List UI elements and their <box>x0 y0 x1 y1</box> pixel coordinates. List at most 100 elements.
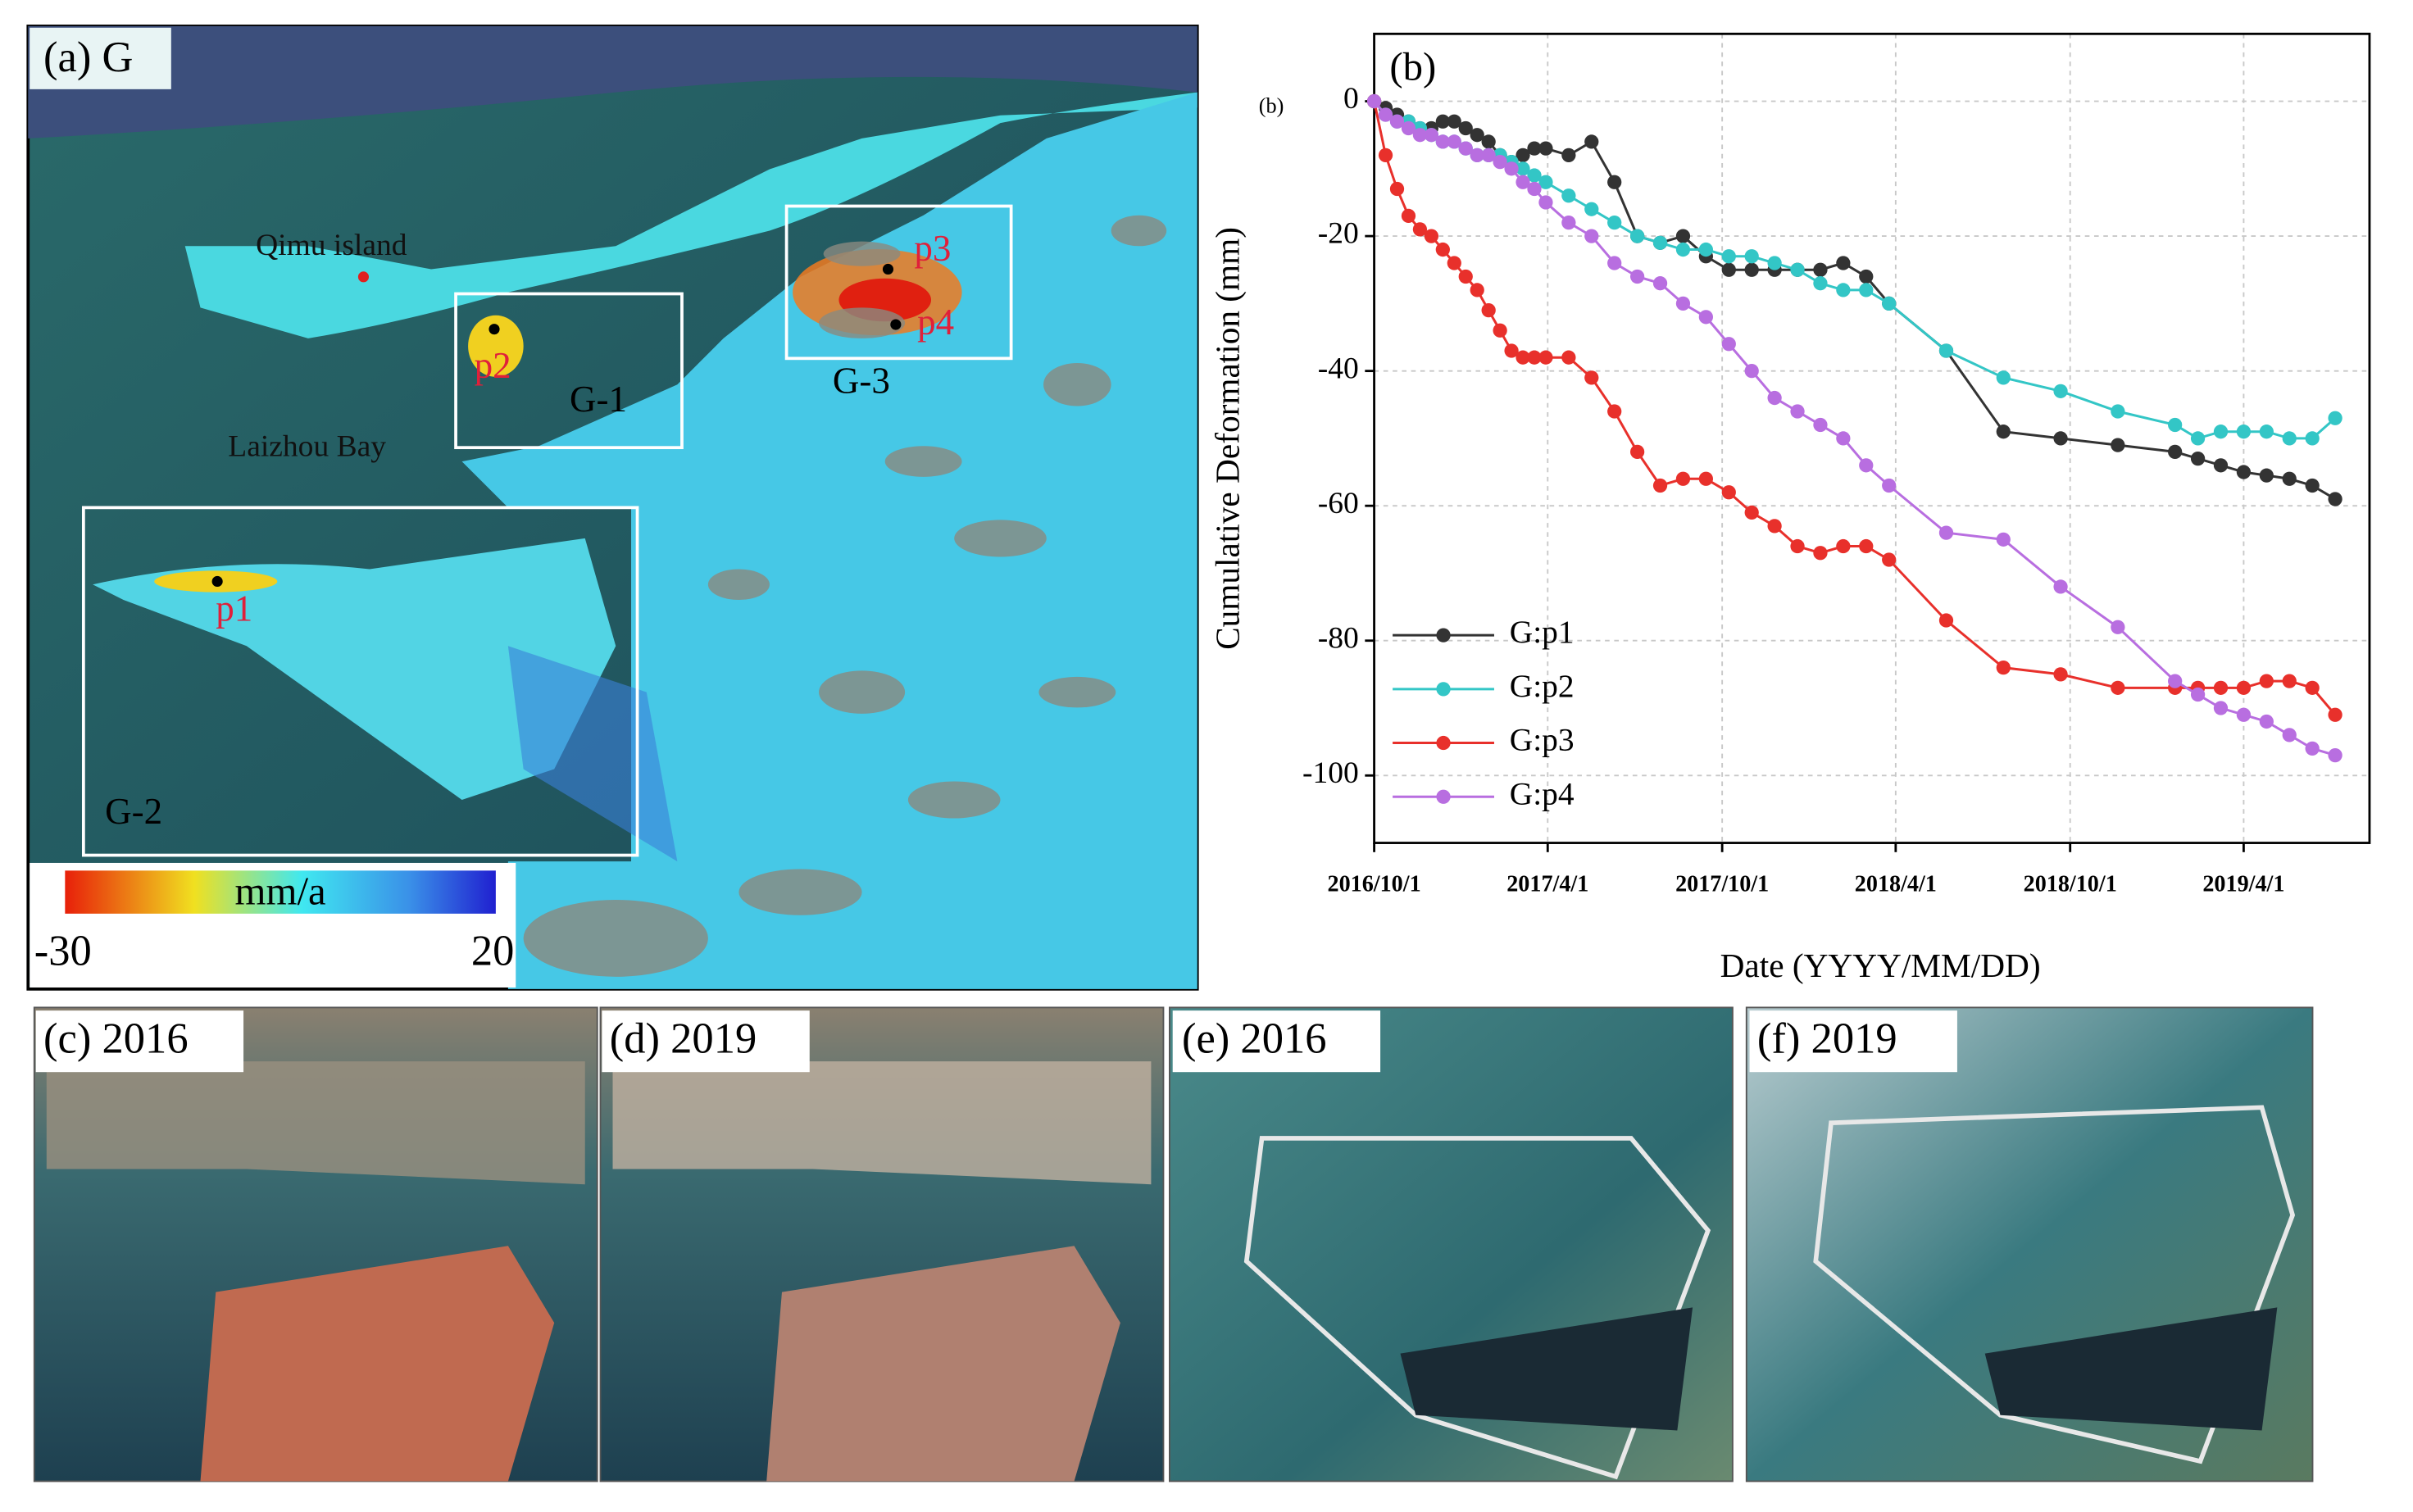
panel-label: (f) 2019 <box>1757 1015 1897 1063</box>
data-point <box>1629 229 1645 243</box>
data-point <box>1882 478 1897 493</box>
data-point <box>1607 404 1622 419</box>
data-point <box>1527 141 1542 156</box>
y-tick-label: -100 <box>1302 756 1359 790</box>
data-point <box>1584 370 1599 385</box>
data-point <box>1859 458 1874 473</box>
data-point <box>2053 667 2068 682</box>
data-point <box>1389 114 1405 129</box>
data-point <box>1607 256 1622 270</box>
data-point <box>2168 417 2183 433</box>
data-point <box>1836 431 1851 446</box>
x-axis-label: Date (YYYY/MM/DD) <box>1720 947 2041 985</box>
data-point <box>1435 114 1450 129</box>
data-point <box>1859 283 1874 297</box>
colorbar <box>65 870 496 914</box>
data-point <box>1584 134 1599 149</box>
x-tick-label: 2019/4/1 <box>2202 872 2284 897</box>
y-tick-label: -80 <box>1318 621 1359 655</box>
data-point <box>1412 128 1428 143</box>
data-point <box>1652 478 1668 493</box>
data-point <box>2236 707 2252 722</box>
colorbar-min: -30 <box>34 928 92 975</box>
y-tick-label: -60 <box>1318 487 1359 520</box>
data-point <box>1366 93 1382 109</box>
data-point <box>1516 175 1530 189</box>
data-point <box>1389 181 1405 197</box>
point-label: p2 <box>475 345 511 386</box>
data-point <box>2190 431 2206 446</box>
data-point <box>1412 222 1428 237</box>
data-point <box>2213 425 2229 439</box>
legend-label: G:p3 <box>1510 722 1575 758</box>
x-tick-label: 2018/4/1 <box>1855 872 1937 897</box>
photo-feature <box>1813 1105 2296 1464</box>
place-label: Qimu island <box>256 229 407 262</box>
data-point <box>1836 538 1851 554</box>
data-point <box>1744 249 1759 264</box>
data-point <box>2305 741 2320 756</box>
legend-label: G:p2 <box>1510 668 1575 704</box>
data-point <box>1561 188 1576 203</box>
point-label: p3 <box>914 228 951 269</box>
data-point <box>1470 283 1484 297</box>
data-point <box>1504 343 1519 358</box>
data-point <box>1938 613 1954 628</box>
data-point <box>1561 350 1576 365</box>
data-point <box>1996 532 2011 547</box>
data-point <box>1938 343 1954 358</box>
island-marker <box>357 271 370 283</box>
data-point <box>1836 256 1851 270</box>
data-point <box>1767 256 1782 270</box>
data-point <box>2282 674 2297 688</box>
data-point <box>1767 390 1782 406</box>
port-area <box>93 538 616 800</box>
colorbar-unit: mm/a <box>235 870 326 914</box>
y-tick-label: 0 <box>1343 82 1359 116</box>
panel-label: (d) 2019 <box>610 1015 757 1063</box>
data-point <box>1721 249 1736 264</box>
data-point <box>1996 370 2011 385</box>
point-marker <box>211 575 223 588</box>
data-point <box>2053 579 2068 594</box>
plot-frame <box>1373 32 2371 844</box>
data-point <box>2111 620 2125 634</box>
point-label: p4 <box>917 302 954 343</box>
x-tick-label: 2018/10/1 <box>2024 872 2117 897</box>
data-point <box>2213 701 2229 715</box>
data-point <box>2259 714 2274 729</box>
data-point <box>1447 134 1461 149</box>
panel-label: (c) 2016 <box>43 1015 189 1063</box>
data-point <box>1493 323 1507 338</box>
data-point <box>1675 242 1691 257</box>
legend-marker <box>1436 735 1451 751</box>
point-marker <box>890 319 902 330</box>
annotation: (b) <box>1259 93 1284 117</box>
data-point <box>1813 276 1828 291</box>
data-point <box>2111 680 2125 695</box>
data-point <box>2168 444 2183 460</box>
data-point <box>2213 458 2229 473</box>
photo-feature <box>766 1246 1120 1482</box>
data-point <box>1458 269 1473 284</box>
x-tick-label: 2017/4/1 <box>1506 872 1588 897</box>
data-point <box>1447 256 1461 270</box>
data-point <box>1481 134 1496 149</box>
photo-feature <box>46 1061 585 1185</box>
data-point <box>1859 538 1874 554</box>
data-point <box>1767 519 1782 534</box>
data-point <box>1561 216 1576 230</box>
data-point <box>1698 310 1714 325</box>
data-point <box>1424 128 1439 143</box>
data-point <box>2328 707 2343 722</box>
data-point <box>1504 161 1519 176</box>
legend-label: G:p4 <box>1510 775 1575 811</box>
region-label: G-3 <box>833 361 890 402</box>
data-point <box>1401 120 1416 136</box>
data-point <box>1859 269 1874 284</box>
coast-land <box>184 92 1197 338</box>
data-point <box>1813 262 1828 277</box>
data-point <box>2328 411 2343 425</box>
data-point <box>2282 471 2297 486</box>
data-point <box>1481 148 1496 163</box>
